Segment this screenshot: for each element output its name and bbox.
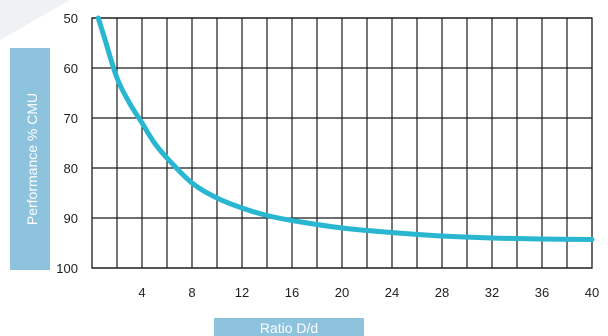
y-axis-title: Performance % CMU bbox=[24, 93, 40, 225]
y-tick-label: 50 bbox=[64, 11, 78, 26]
x-tick-label: 28 bbox=[435, 285, 449, 300]
corner-decoration bbox=[0, 0, 70, 40]
x-tick-label: 40 bbox=[585, 285, 599, 300]
x-tick-labels: 4 8 12 16 20 24 28 32 36 40 bbox=[138, 285, 599, 300]
x-tick-label: 8 bbox=[188, 285, 195, 300]
series-line-0 bbox=[95, 15, 595, 242]
y-tick-label: 60 bbox=[64, 61, 78, 76]
y-tick-label: 70 bbox=[64, 111, 78, 126]
x-tick-label: 12 bbox=[235, 285, 249, 300]
grid-lines bbox=[91, 17, 593, 269]
y-tick-labels: 50 60 70 80 90 100 bbox=[56, 11, 78, 276]
x-tick-label: 32 bbox=[485, 285, 499, 300]
x-tick-label: 36 bbox=[535, 285, 549, 300]
y-tick-label: 90 bbox=[64, 211, 78, 226]
x-axis-title-box bbox=[214, 318, 364, 336]
series-group bbox=[95, 15, 595, 242]
x-tick-label: 4 bbox=[138, 285, 145, 300]
x-tick-label: 16 bbox=[285, 285, 299, 300]
x-axis-title: Ratio D/d bbox=[260, 320, 318, 336]
x-tick-label: 24 bbox=[385, 285, 399, 300]
x-tick-label: 20 bbox=[335, 285, 349, 300]
y-axis-title-box bbox=[10, 48, 50, 270]
y-tick-label: 100 bbox=[56, 261, 78, 276]
y-tick-label: 80 bbox=[64, 161, 78, 176]
